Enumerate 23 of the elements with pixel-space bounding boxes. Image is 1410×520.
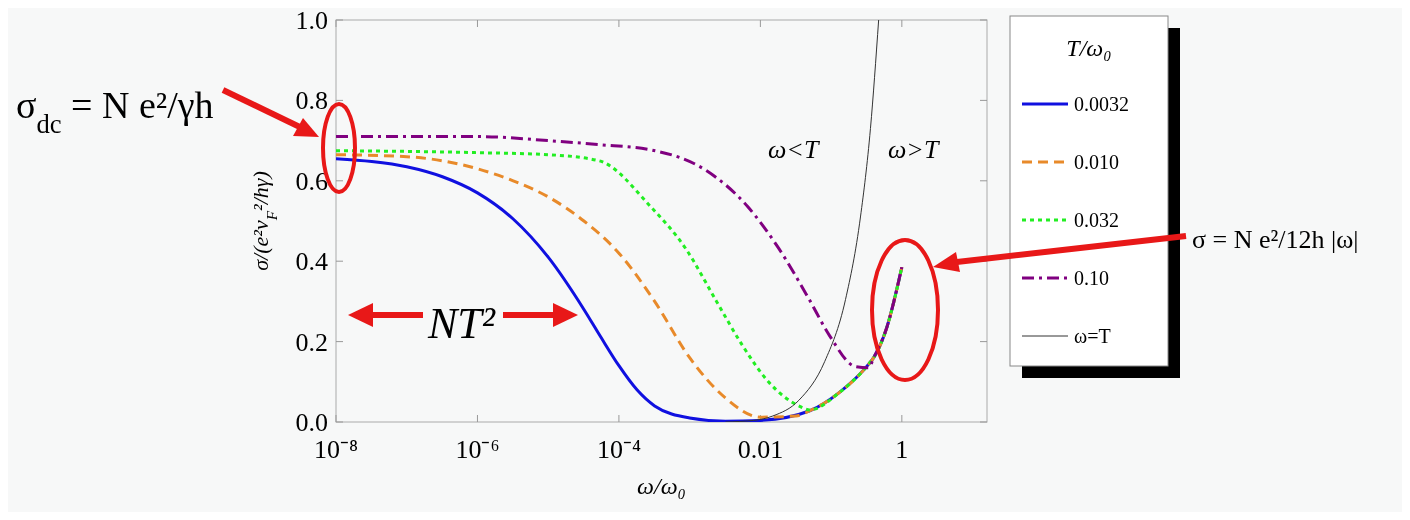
annotation: ω>T — [888, 135, 940, 164]
y-tick-label: 0.8 — [295, 86, 328, 116]
y-tick-label: 0.6 — [295, 166, 328, 196]
annotation: NT² — [427, 299, 496, 348]
y-tick-label: 1.0 — [295, 6, 328, 35]
x-tick-label: 10⁻⁴ — [596, 435, 641, 464]
legend-title: T/ω₀ — [1066, 35, 1112, 61]
text: σ = N e²/12h |ω| — [1192, 225, 1359, 254]
annotation: ω<T — [768, 135, 820, 164]
legend-label: 0.10 — [1074, 267, 1109, 289]
legend-label: 0.010 — [1074, 151, 1119, 173]
legend-label: 0.0032 — [1074, 93, 1129, 115]
x-tick-label: 10⁻⁸ — [313, 435, 359, 464]
y-tick-label: 0.2 — [295, 327, 328, 357]
x-axis-title: ω/ω₀ — [637, 473, 686, 499]
y-tick-label: 0.0 — [295, 408, 328, 437]
y-tick-label: 0.4 — [295, 247, 328, 277]
text: σ$_{dc}$ = N e²/γh — [16, 84, 214, 139]
x-tick-label: 0.01 — [737, 435, 784, 464]
legend-label: ω=T — [1074, 325, 1111, 347]
x-tick-label: 1 — [895, 435, 909, 464]
x-tick-label: 10⁻⁶ — [455, 435, 500, 464]
legend-label: 0.032 — [1074, 209, 1119, 231]
